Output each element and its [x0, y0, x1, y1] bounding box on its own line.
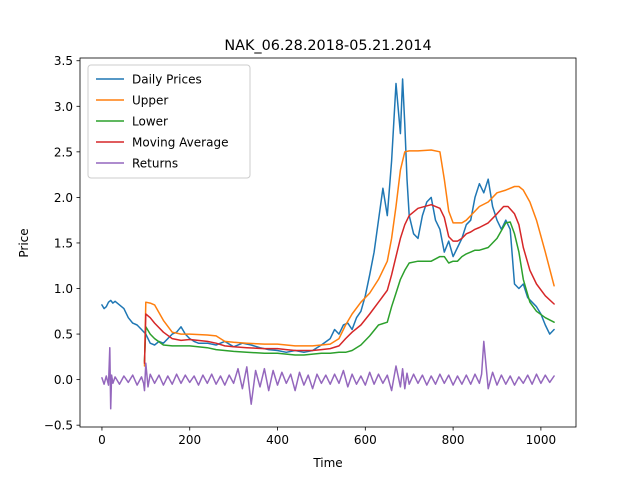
plot-area: 0 200 400 600 800 1000 −0.5 0.0 0.5 1.0 1.5 2.0 2.5 3… [44, 54, 577, 447]
y-tick-label: 1.5 [54, 236, 73, 250]
y-tick-label: 0.5 [54, 328, 73, 342]
x-tick-label: 0 [98, 433, 106, 447]
chart-title: NAK_06.28.2018-05.21.2014 [224, 38, 431, 54]
axes-frame [79, 57, 577, 428]
legend: Daily Prices Upper Lower Moving Average Retu… [87, 64, 251, 179]
y-axis-label: Price [17, 228, 31, 257]
series-line-returns [101, 340, 555, 410]
series-line-upper [143, 149, 555, 367]
y-tick-label: 3.5 [54, 54, 73, 68]
legend-box [87, 64, 251, 179]
x-tick-label: 200 [178, 433, 201, 447]
x-axis-label: Time [312, 456, 342, 470]
y-tick-label: 2.0 [54, 191, 73, 205]
series-line-moving-average [143, 203, 555, 364]
y-tick-label: 0.0 [54, 373, 73, 387]
x-tick-label: 800 [442, 433, 465, 447]
series-line-daily-prices [101, 78, 555, 354]
y-tick-label: 2.5 [54, 145, 73, 159]
legend-label-upper: Upper [132, 94, 168, 108]
y-tick-label: 3.0 [54, 100, 73, 114]
x-tick-label: 600 [354, 433, 377, 447]
legend-label-moving-average: Moving Average [132, 136, 228, 150]
x-tick-label: 400 [266, 433, 289, 447]
y-tick-label: −0.5 [44, 419, 73, 433]
x-tick-label: 1000 [526, 433, 557, 447]
legend-label-daily-prices: Daily Prices [132, 73, 202, 87]
series-group [101, 78, 555, 410]
legend-label-lower: Lower [132, 115, 168, 129]
y-tick-label: 1.0 [54, 282, 73, 296]
series-line-lower [143, 221, 555, 363]
legend-label-returns: Returns [132, 157, 178, 171]
